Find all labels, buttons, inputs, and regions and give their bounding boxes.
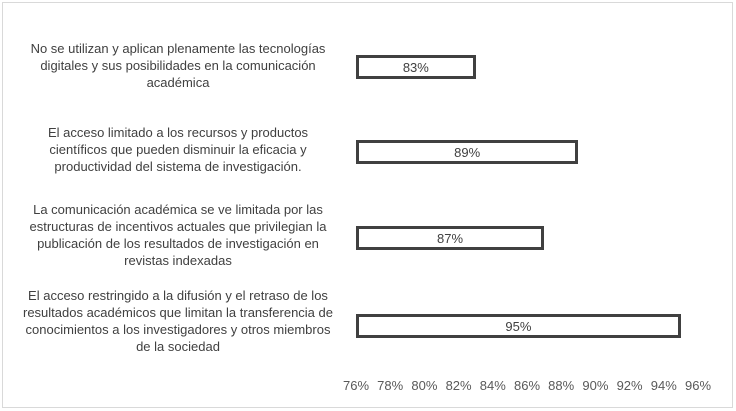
bar: 87% bbox=[356, 226, 545, 250]
category-label: No se utilizan y aplican plenamente las … bbox=[30, 41, 326, 90]
category-label: El acceso restringido a la difusión y el… bbox=[22, 288, 333, 354]
x-tick-label: 84% bbox=[479, 378, 506, 393]
data-label: 83% bbox=[402, 59, 429, 75]
x-tick-label: 86% bbox=[513, 378, 541, 393]
bar: 89% bbox=[356, 140, 579, 164]
category-label: La comunicación académica se ve limitada… bbox=[29, 202, 327, 268]
x-tick-label: 94% bbox=[650, 378, 677, 393]
x-tick-label: 88% bbox=[548, 378, 575, 393]
bar: 95% bbox=[356, 314, 681, 338]
x-tick-label: 78% bbox=[377, 378, 404, 393]
bar: 83% bbox=[356, 55, 476, 79]
x-tick-label: 76% bbox=[342, 378, 370, 393]
x-tick-label: 96% bbox=[684, 378, 712, 393]
data-label: 95% bbox=[505, 318, 532, 334]
x-tick-label: 92% bbox=[616, 378, 643, 393]
x-tick-label: 80% bbox=[411, 378, 438, 393]
data-label: 87% bbox=[437, 230, 464, 246]
data-label: 89% bbox=[454, 144, 481, 160]
category-label: El acceso limitado a los recursos y prod… bbox=[47, 125, 309, 174]
x-tick-label: 82% bbox=[445, 378, 472, 393]
x-tick-label: 90% bbox=[582, 378, 609, 393]
